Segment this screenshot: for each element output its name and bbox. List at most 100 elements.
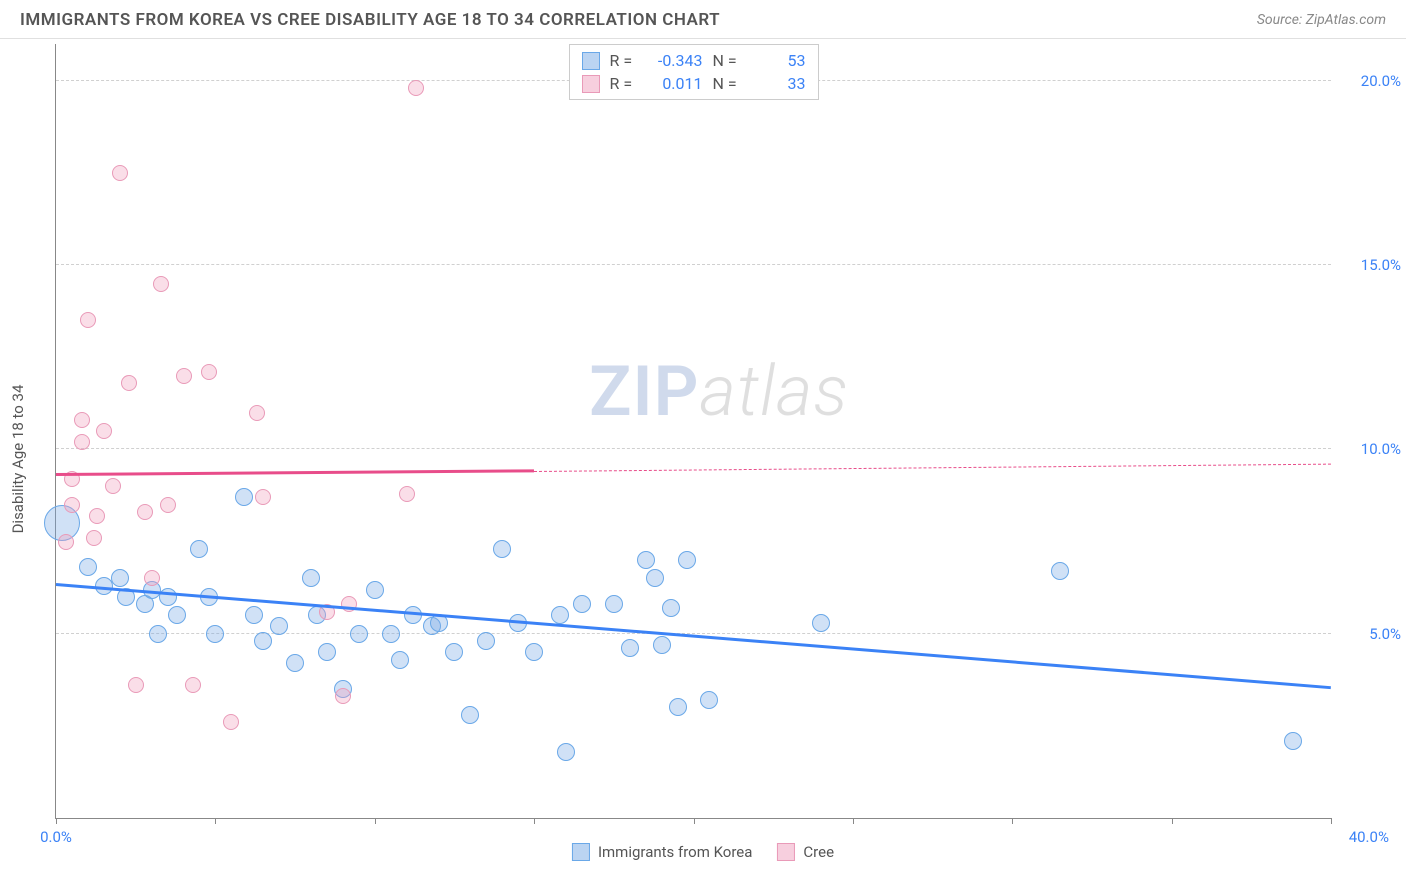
scatter-point [477, 632, 495, 650]
scatter-point [621, 639, 639, 657]
scatter-point [128, 677, 144, 693]
gridline [56, 448, 1331, 449]
scatter-point [249, 405, 265, 421]
y-tick-label: 20.0% [1341, 72, 1401, 90]
scatter-point [270, 617, 288, 635]
legend-stats: R = -0.343 N = 53 R = 0.011 N = 33 [569, 44, 819, 100]
y-tick-label: 5.0% [1341, 625, 1401, 643]
chart-title: IMMIGRANTS FROM KOREA VS CREE DISABILITY… [20, 10, 720, 30]
legend-r-value: -0.343 [648, 51, 703, 70]
scatter-point [525, 643, 543, 661]
legend-r-label: R = [610, 51, 638, 70]
scatter-point [58, 534, 74, 550]
scatter-point [404, 606, 422, 624]
x-tick [56, 818, 57, 824]
scatter-point [74, 412, 90, 428]
scatter-point [391, 651, 409, 669]
legend-n-label: N = [713, 74, 741, 93]
scatter-point [445, 643, 463, 661]
scatter-point [176, 368, 192, 384]
scatter-point [153, 276, 169, 292]
scatter-point [185, 677, 201, 693]
x-tick [215, 818, 216, 824]
scatter-point [121, 375, 137, 391]
x-tick-label: 0.0% [40, 828, 72, 846]
scatter-point [341, 596, 357, 612]
scatter-point [605, 595, 623, 613]
scatter-point [190, 540, 208, 558]
scatter-point [144, 570, 160, 586]
scatter-point [245, 606, 263, 624]
legend-r-label: R = [610, 74, 638, 93]
legend-n-value: 53 [751, 51, 806, 70]
x-tick [853, 818, 854, 824]
y-axis-label: Disability Age 18 to 34 [9, 385, 27, 534]
x-tick-label: 40.0% [1349, 828, 1389, 846]
scatter-point [223, 714, 239, 730]
chart-container: Disability Age 18 to 34 ZIPatlas R = -0.… [0, 39, 1406, 879]
scatter-point [653, 636, 671, 654]
x-tick [534, 818, 535, 824]
legend-label: Cree [803, 843, 834, 861]
scatter-point [168, 606, 186, 624]
scatter-point [335, 688, 351, 704]
scatter-point [201, 364, 217, 380]
scatter-point [105, 478, 121, 494]
trend-line [56, 469, 534, 475]
legend-swatch-korea [582, 52, 600, 70]
legend-item: Cree [777, 843, 834, 861]
x-tick [1012, 818, 1013, 824]
legend-swatch [777, 843, 795, 861]
scatter-point [646, 569, 664, 587]
scatter-point [678, 551, 696, 569]
scatter-point [79, 558, 97, 576]
legend-label: Immigrants from Korea [598, 843, 752, 861]
gridline [56, 633, 1331, 634]
legend-series: Immigrants from Korea Cree [572, 843, 834, 861]
scatter-point [254, 632, 272, 650]
watermark: ZIPatlas [589, 351, 849, 433]
chart-header: IMMIGRANTS FROM KOREA VS CREE DISABILITY… [0, 0, 1406, 39]
x-tick [1172, 818, 1173, 824]
legend-stats-row: R = 0.011 N = 33 [582, 72, 806, 95]
scatter-point [89, 508, 105, 524]
plot-area: ZIPatlas R = -0.343 N = 53 R = 0.011 N =… [55, 44, 1331, 819]
scatter-point [235, 488, 253, 506]
scatter-point [318, 643, 336, 661]
legend-item: Immigrants from Korea [572, 843, 752, 861]
y-tick-label: 10.0% [1341, 440, 1401, 458]
scatter-point [700, 691, 718, 709]
legend-swatch [572, 843, 590, 861]
x-tick [1331, 818, 1332, 824]
scatter-point [408, 80, 424, 96]
trend-line [534, 463, 1331, 471]
scatter-point [86, 530, 102, 546]
scatter-point [1051, 562, 1069, 580]
legend-r-value: 0.011 [648, 74, 703, 93]
scatter-point [812, 614, 830, 632]
legend-n-label: N = [713, 51, 741, 70]
scatter-point [160, 497, 176, 513]
x-tick [375, 818, 376, 824]
scatter-point [350, 625, 368, 643]
trend-line [56, 583, 1331, 689]
scatter-point [206, 625, 224, 643]
scatter-point [64, 497, 80, 513]
scatter-point [255, 489, 271, 505]
scatter-point [662, 599, 680, 617]
scatter-point [461, 706, 479, 724]
legend-stats-row: R = -0.343 N = 53 [582, 49, 806, 72]
x-tick [694, 818, 695, 824]
chart-source: Source: ZipAtlas.com [1257, 12, 1386, 28]
scatter-point [366, 581, 384, 599]
scatter-point [74, 434, 90, 450]
scatter-point [1284, 732, 1302, 750]
scatter-point [112, 165, 128, 181]
scatter-point [573, 595, 591, 613]
scatter-point [551, 606, 569, 624]
scatter-point [382, 625, 400, 643]
scatter-point [399, 486, 415, 502]
scatter-point [669, 698, 687, 716]
scatter-point [557, 743, 575, 761]
scatter-point [637, 551, 655, 569]
